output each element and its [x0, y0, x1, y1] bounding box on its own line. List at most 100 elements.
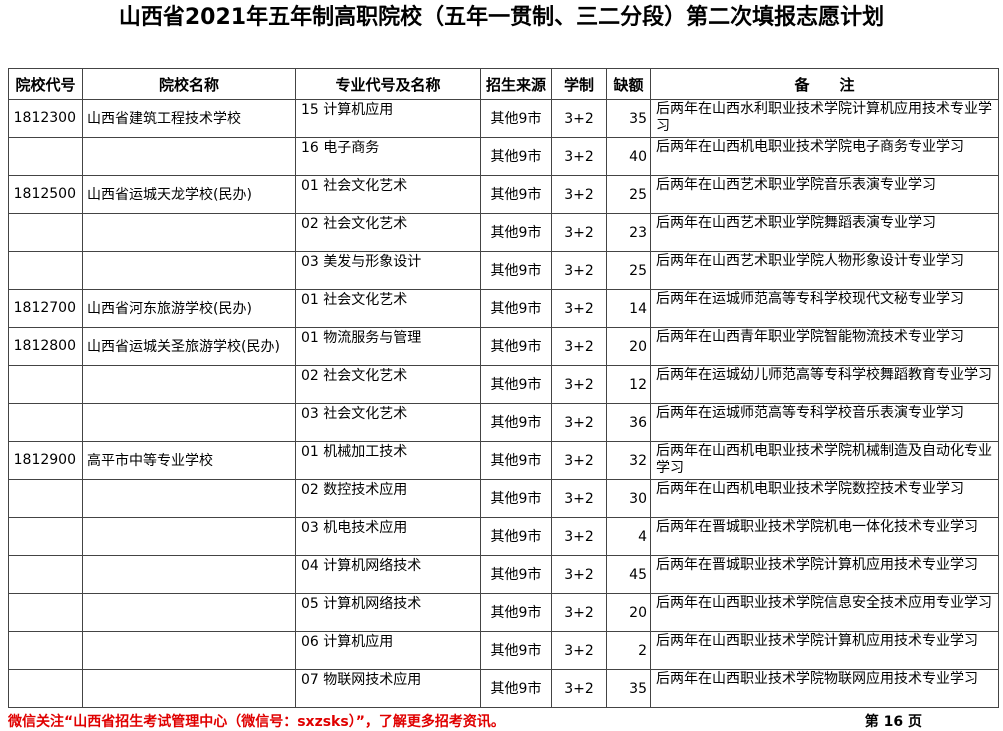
cell-note: 后两年在山西水利职业技术学院计算机应用技术专业学习	[650, 99, 999, 138]
cell-quota: 35	[606, 99, 651, 138]
cell-quota: 32	[606, 441, 651, 480]
cell-years: 3+2	[551, 403, 607, 442]
cell-quota: 25	[606, 251, 651, 290]
enrollment-plan-table: 院校代号 院校名称 专业代号及名称 招生来源 学制 缺额 备 注 1812300…	[8, 68, 999, 708]
cell-quota: 45	[606, 555, 651, 594]
cell-school-code: 1812800	[8, 327, 83, 366]
header-school-name: 院校名称	[82, 68, 296, 100]
cell-major: 16 电子商务	[295, 137, 481, 176]
cell-years: 3+2	[551, 289, 607, 328]
table-row: 04 计算机网络技术 其他9市 3+2 45 后两年在晋城职业技术学院计算机应用技术专业…	[8, 555, 999, 594]
cell-source: 其他9市	[480, 441, 552, 480]
table-row: 1812700 山西省河东旅游学校(民办) 01 社会文化艺术 其他9市 3+2 14 后两…	[8, 289, 999, 328]
cell-note: 后两年在山西职业技术学院物联网应用技术专业学习	[650, 669, 999, 708]
cell-source: 其他9市	[480, 365, 552, 404]
cell-school-name	[82, 479, 296, 518]
cell-school-name: 山西省河东旅游学校(民办)	[82, 289, 296, 328]
cell-school-code	[8, 251, 83, 290]
cell-major: 07 物联网技术应用	[295, 669, 481, 708]
cell-school-code	[8, 365, 83, 404]
cell-quota: 36	[606, 403, 651, 442]
table-row: 1812800 山西省运城关圣旅游学校(民办) 01 物流服务与管理 其他9市 3+2 2…	[8, 327, 999, 366]
cell-note: 后两年在山西机电职业技术学院数控技术专业学习	[650, 479, 999, 518]
cell-quota: 23	[606, 213, 651, 252]
cell-school-name	[82, 517, 296, 556]
cell-major: 03 社会文化艺术	[295, 403, 481, 442]
cell-school-code	[8, 479, 83, 518]
cell-major: 02 数控技术应用	[295, 479, 481, 518]
cell-years: 3+2	[551, 555, 607, 594]
cell-note: 后两年在山西职业技术学院信息安全技术应用专业学习	[650, 593, 999, 632]
cell-school-name: 山西省运城关圣旅游学校(民办)	[82, 327, 296, 366]
cell-major: 05 计算机网络技术	[295, 593, 481, 632]
page-footer: 微信关注“山西省招生考试管理中心（微信号：sxzsks）”，了解更多招考资讯。 …	[8, 713, 998, 731]
table-container: 院校代号 院校名称 专业代号及名称 招生来源 学制 缺额 备 注 1812300…	[8, 68, 1003, 708]
cell-school-name	[82, 251, 296, 290]
cell-school-code	[8, 555, 83, 594]
cell-source: 其他9市	[480, 327, 552, 366]
wechat-notice: 微信关注“山西省招生考试管理中心（微信号：sxzsks）”，了解更多招考资讯。	[8, 714, 505, 730]
cell-source: 其他9市	[480, 669, 552, 708]
cell-note: 后两年在山西机电职业技术学院机械制造及自动化专业学习	[650, 441, 999, 480]
cell-quota: 4	[606, 517, 651, 556]
cell-years: 3+2	[551, 517, 607, 556]
cell-school-name	[82, 669, 296, 708]
cell-source: 其他9市	[480, 517, 552, 556]
cell-major: 01 机械加工技术	[295, 441, 481, 480]
cell-major: 03 美发与形象设计	[295, 251, 481, 290]
cell-major: 01 社会文化艺术	[295, 175, 481, 214]
cell-school-code	[8, 669, 83, 708]
cell-major: 02 社会文化艺术	[295, 213, 481, 252]
cell-years: 3+2	[551, 631, 607, 670]
cell-note: 后两年在山西艺术职业学院人物形象设计专业学习	[650, 251, 999, 290]
cell-source: 其他9市	[480, 289, 552, 328]
cell-major: 04 计算机网络技术	[295, 555, 481, 594]
header-school-code: 院校代号	[8, 68, 83, 100]
table-row: 06 计算机应用 其他9市 3+2 2 后两年在山西职业技术学院计算机应用技术专业学习	[8, 631, 999, 670]
table-row: 1812300 山西省建筑工程技术学校 15 计算机应用 其他9市 3+2 35 后两年在山…	[8, 99, 999, 138]
cell-major: 01 社会文化艺术	[295, 289, 481, 328]
page-number: 第 16 页	[864, 714, 922, 730]
cell-quota: 35	[606, 669, 651, 708]
cell-major: 03 机电技术应用	[295, 517, 481, 556]
cell-school-code	[8, 593, 83, 632]
header-major: 专业代号及名称	[295, 68, 481, 100]
cell-source: 其他9市	[480, 631, 552, 670]
cell-school-code	[8, 213, 83, 252]
cell-source: 其他9市	[480, 137, 552, 176]
cell-quota: 2	[606, 631, 651, 670]
cell-source: 其他9市	[480, 213, 552, 252]
header-note: 备 注	[650, 68, 999, 100]
cell-major: 02 社会文化艺术	[295, 365, 481, 404]
cell-note: 后两年在山西艺术职业学院舞蹈表演专业学习	[650, 213, 999, 252]
cell-source: 其他9市	[480, 251, 552, 290]
cell-school-name	[82, 137, 296, 176]
cell-years: 3+2	[551, 593, 607, 632]
cell-school-name	[82, 631, 296, 670]
cell-note: 后两年在山西青年职业学院智能物流技术专业学习	[650, 327, 999, 366]
cell-school-name	[82, 213, 296, 252]
cell-school-code	[8, 631, 83, 670]
cell-major: 01 物流服务与管理	[295, 327, 481, 366]
cell-note: 后两年在运城幼儿师范高等专科学校舞蹈教育专业学习	[650, 365, 999, 404]
cell-school-name	[82, 403, 296, 442]
table-row: 02 社会文化艺术 其他9市 3+2 12 后两年在运城幼儿师范高等专科学校舞蹈教育专业…	[8, 365, 999, 404]
cell-quota: 20	[606, 593, 651, 632]
cell-school-code	[8, 517, 83, 556]
cell-years: 3+2	[551, 441, 607, 480]
cell-school-name: 山西省运城天龙学校(民办)	[82, 175, 296, 214]
table-row: 1812500 山西省运城天龙学校(民办) 01 社会文化艺术 其他9市 3+2 25 后两…	[8, 175, 999, 214]
cell-years: 3+2	[551, 669, 607, 708]
table-row: 07 物联网技术应用 其他9市 3+2 35 后两年在山西职业技术学院物联网应用技术专业…	[8, 669, 999, 708]
cell-note: 后两年在运城师范高等专科学校音乐表演专业学习	[650, 403, 999, 442]
cell-school-name: 山西省建筑工程技术学校	[82, 99, 296, 138]
cell-school-code	[8, 403, 83, 442]
table-row: 1812900 高平市中等专业学校 01 机械加工技术 其他9市 3+2 32 后两年在山西…	[8, 441, 999, 480]
table-row: 16 电子商务 其他9市 3+2 40 后两年在山西机电职业技术学院电子商务专业学习	[8, 137, 999, 176]
cell-note: 后两年在晋城职业技术学院计算机应用技术专业学习	[650, 555, 999, 594]
cell-years: 3+2	[551, 99, 607, 138]
cell-years: 3+2	[551, 365, 607, 404]
header-years: 学制	[551, 68, 607, 100]
cell-school-code: 1812500	[8, 175, 83, 214]
